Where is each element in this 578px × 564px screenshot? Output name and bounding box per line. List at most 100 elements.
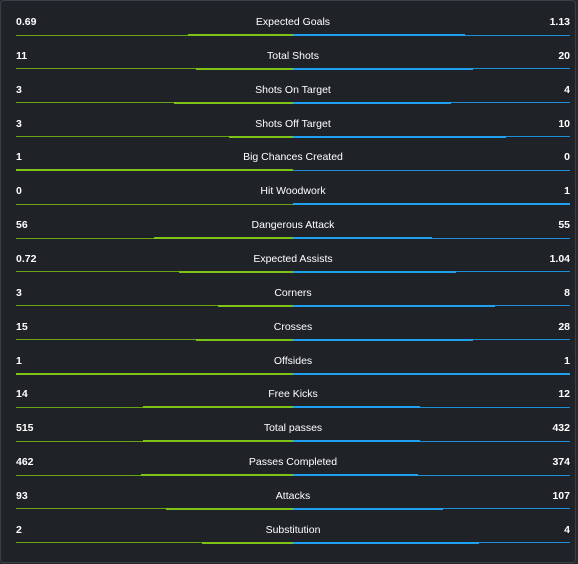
stat-row-attacks: 93 Attacks 107 bbox=[16, 489, 570, 513]
stat-row-expected-goals: 0.69 Expected Goals 1.13 bbox=[16, 15, 570, 39]
away-bar-fill bbox=[293, 237, 432, 240]
away-value: 107 bbox=[552, 489, 570, 502]
home-value: 2 bbox=[16, 523, 22, 536]
home-bar-fill bbox=[218, 304, 293, 307]
home-bar-fill bbox=[16, 372, 293, 375]
away-bar-track bbox=[293, 541, 570, 544]
home-bar-baseline bbox=[16, 271, 293, 273]
away-bar-fill bbox=[293, 67, 473, 70]
home-bar-track bbox=[16, 507, 293, 510]
home-value: 56 bbox=[16, 219, 28, 232]
away-value: 10 bbox=[558, 117, 570, 130]
stat-row-offsides: 1 Offsides 1 bbox=[16, 354, 570, 378]
home-bar-track bbox=[16, 34, 293, 36]
away-bar-fill bbox=[293, 474, 418, 477]
away-bar-fill bbox=[293, 440, 420, 443]
stat-label: Expected Assists bbox=[253, 252, 333, 265]
away-bar-track bbox=[293, 270, 570, 273]
home-bar-fill bbox=[202, 541, 293, 544]
stat-row-hit-woodwork: 0 Hit Woodwork 1 bbox=[16, 184, 570, 208]
stat-label: Shots Off Target bbox=[255, 117, 331, 130]
away-value: 4 bbox=[564, 83, 570, 96]
stat-label: Total passes bbox=[263, 422, 323, 435]
home-value: 0.69 bbox=[16, 16, 37, 28]
home-value: 3 bbox=[16, 286, 22, 299]
away-value: 1 bbox=[564, 354, 570, 367]
away-bar-baseline bbox=[293, 169, 570, 171]
stat-row-big-chances-created: 1 Big Chances Created 0 bbox=[16, 150, 570, 174]
home-bar-fill bbox=[196, 338, 293, 341]
home-bar-track bbox=[16, 474, 293, 477]
away-bar-fill bbox=[293, 507, 443, 510]
home-bar-fill bbox=[154, 237, 293, 240]
home-bar-track bbox=[16, 67, 293, 70]
away-bar-fill bbox=[293, 135, 506, 138]
home-value: 1 bbox=[16, 151, 22, 164]
away-bar-track bbox=[293, 237, 570, 240]
stat-label: Passes Completed bbox=[248, 456, 338, 469]
home-bar-track bbox=[16, 338, 293, 341]
home-value: 0 bbox=[16, 185, 22, 198]
away-bar-track bbox=[293, 507, 570, 510]
home-bar-baseline bbox=[16, 102, 293, 104]
home-value: 462 bbox=[16, 456, 34, 469]
home-bar-track bbox=[16, 135, 293, 138]
stat-label: Dangerous Attack bbox=[251, 219, 335, 232]
away-bar-track bbox=[293, 304, 570, 307]
home-bar-track bbox=[16, 440, 293, 443]
away-bar-track bbox=[293, 372, 570, 375]
stat-row-total-passes: 515 Total passes 432 bbox=[16, 421, 570, 445]
home-bar-baseline bbox=[16, 136, 293, 138]
away-value: 28 bbox=[558, 320, 570, 333]
home-value: 11 bbox=[16, 49, 28, 62]
away-bar-fill bbox=[293, 406, 420, 409]
home-bar-fill bbox=[229, 135, 293, 138]
away-bar-track bbox=[293, 440, 570, 443]
away-value: 374 bbox=[552, 456, 570, 469]
away-bar-track bbox=[293, 338, 570, 341]
away-bar-track bbox=[293, 406, 570, 409]
stat-row-corners: 3 Corners 8 bbox=[16, 286, 570, 310]
stat-row-free-kicks: 14 Free Kicks 12 bbox=[16, 387, 570, 411]
home-bar-fill bbox=[16, 169, 293, 172]
away-bar-fill bbox=[293, 304, 495, 307]
home-bar-track bbox=[16, 372, 293, 375]
stat-row-shots-off-target: 3 Shots Off Target 10 bbox=[16, 117, 570, 141]
home-bar-track bbox=[16, 237, 293, 240]
stat-label: Expected Goals bbox=[255, 16, 331, 28]
away-bar-fill bbox=[293, 541, 479, 544]
away-bar-fill bbox=[293, 34, 465, 36]
home-bar-fill bbox=[143, 406, 293, 409]
home-bar-fill bbox=[143, 440, 293, 443]
stat-label: Substitution bbox=[265, 523, 321, 536]
away-value: 8 bbox=[564, 286, 570, 299]
stat-row-passes-completed: 462 Passes Completed 374 bbox=[16, 455, 570, 479]
away-value: 4 bbox=[564, 523, 570, 536]
stat-label: Attacks bbox=[275, 489, 311, 502]
home-bar-baseline bbox=[16, 203, 293, 205]
away-value: 432 bbox=[552, 422, 570, 435]
home-value: 0.72 bbox=[16, 252, 37, 265]
stat-label: Hit Woodwork bbox=[260, 185, 326, 198]
home-bar-fill bbox=[188, 34, 293, 36]
stat-label: Corners bbox=[274, 286, 312, 299]
away-bar-baseline bbox=[293, 440, 570, 442]
away-value: 1 bbox=[564, 185, 570, 198]
home-bar-baseline bbox=[16, 339, 293, 341]
home-bar-baseline bbox=[16, 68, 293, 70]
home-bar-baseline bbox=[16, 508, 293, 510]
away-bar-fill bbox=[293, 338, 473, 341]
home-bar-baseline bbox=[16, 542, 293, 544]
away-bar-fill bbox=[293, 101, 451, 104]
away-bar-track bbox=[293, 474, 570, 477]
home-bar-fill bbox=[166, 507, 293, 510]
away-bar-track bbox=[293, 169, 570, 171]
home-value: 1 bbox=[16, 354, 22, 367]
home-bar-fill bbox=[196, 67, 293, 70]
home-value: 93 bbox=[16, 489, 28, 502]
stat-row-substitution: 2 Substitution 4 bbox=[16, 523, 570, 547]
away-bar-fill bbox=[293, 203, 570, 206]
away-bar-track bbox=[293, 135, 570, 138]
home-bar-track bbox=[16, 203, 293, 205]
